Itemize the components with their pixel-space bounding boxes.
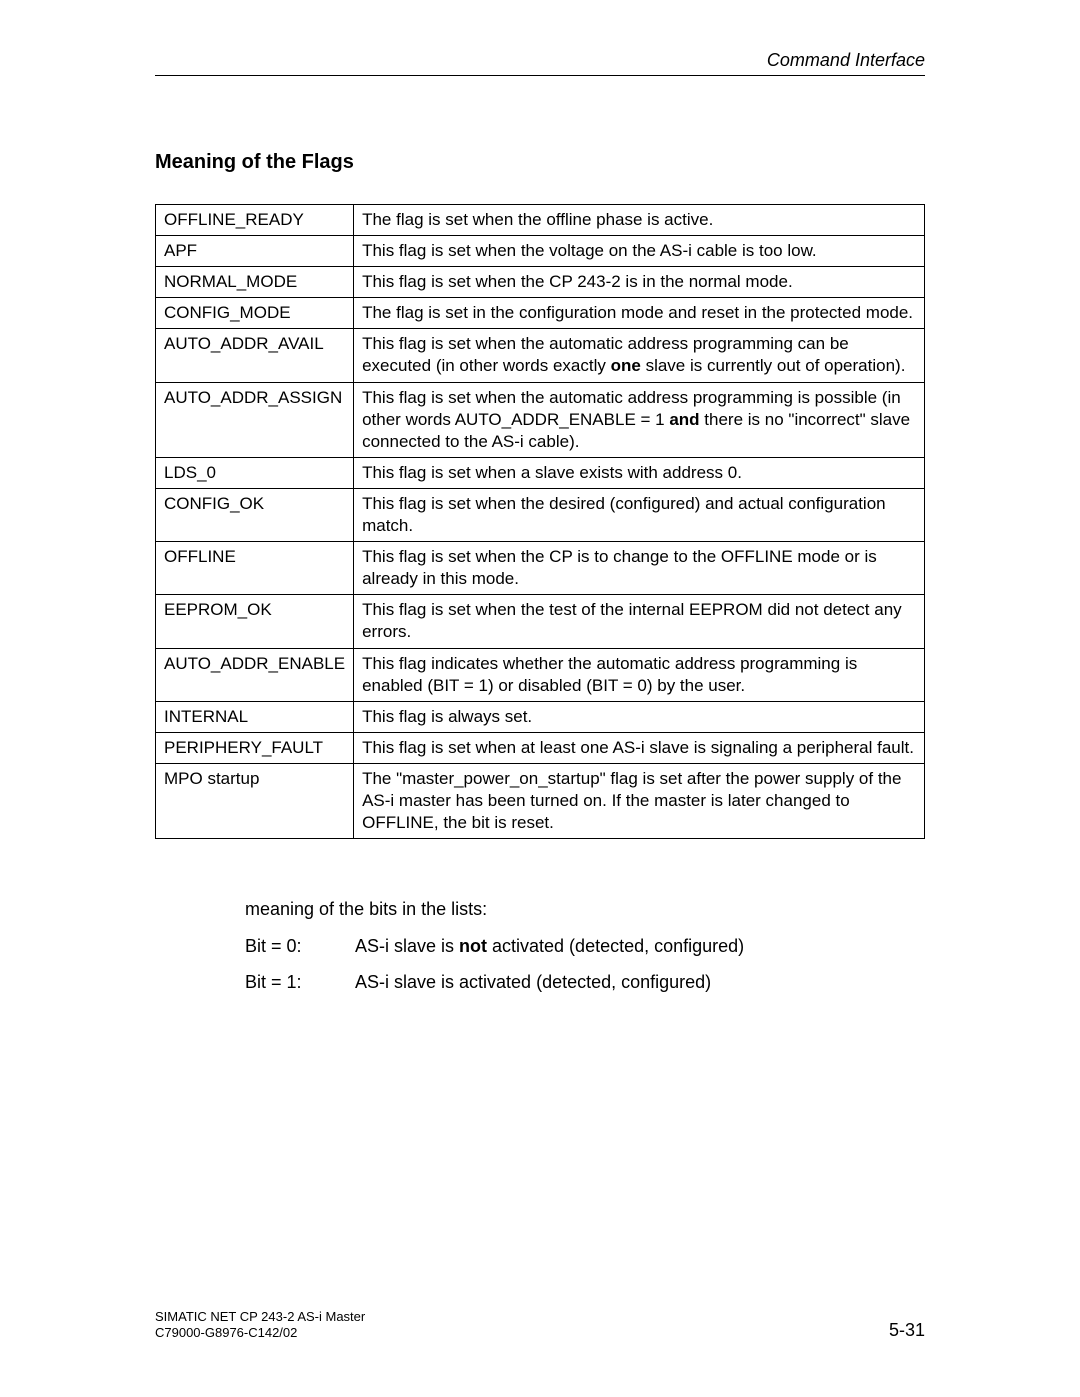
bit0-row: Bit = 0: AS-i slave is not activated (de… xyxy=(245,931,925,962)
section-title: Meaning of the Flags xyxy=(155,151,925,174)
flag-name: CONFIG_MODE xyxy=(156,298,354,329)
flag-description: This flag is set when the CP 243-2 is in… xyxy=(354,267,925,298)
flag-name: LDS_0 xyxy=(156,457,354,488)
flag-name: PERIPHERY_FAULT xyxy=(156,732,354,763)
table-row: AUTO_ADDR_ASSIGNThis flag is set when th… xyxy=(156,382,925,457)
table-row: LDS_0This flag is set when a slave exist… xyxy=(156,457,925,488)
bit1-row: Bit = 1: AS-i slave is activated (detect… xyxy=(245,967,925,998)
flag-name: OFFLINE xyxy=(156,542,354,595)
table-row: MPO startupThe "master_power_on_startup"… xyxy=(156,763,925,838)
flag-name: MPO startup xyxy=(156,763,354,838)
table-row: APFThis flag is set when the voltage on … xyxy=(156,236,925,267)
flag-description: This flag is set when the automatic addr… xyxy=(354,329,925,382)
flag-description: This flag is set when the desired (confi… xyxy=(354,488,925,541)
table-row: INTERNALThis flag is always set. xyxy=(156,701,925,732)
flag-description: The "master_power_on_startup" flag is se… xyxy=(354,763,925,838)
flag-name: CONFIG_OK xyxy=(156,488,354,541)
bit0-label: Bit = 0: xyxy=(245,931,355,962)
flag-description: This flag is always set. xyxy=(354,701,925,732)
flag-description: This flag is set when the CP is to chang… xyxy=(354,542,925,595)
flag-description: This flag is set when a slave exists wit… xyxy=(354,457,925,488)
flag-name: INTERNAL xyxy=(156,701,354,732)
flag-name: AUTO_ADDR_ENABLE xyxy=(156,648,354,701)
flag-name: EEPROM_OK xyxy=(156,595,354,648)
table-row: CONFIG_MODEThe flag is set in the config… xyxy=(156,298,925,329)
bit0-text: AS-i slave is not activated (detected, c… xyxy=(355,931,744,962)
flags-table: OFFLINE_READYThe flag is set when the of… xyxy=(155,204,925,839)
bits-intro: meaning of the bits in the lists: xyxy=(245,894,925,925)
flag-description: The flag is set in the configuration mod… xyxy=(354,298,925,329)
table-row: PERIPHERY_FAULTThis flag is set when at … xyxy=(156,732,925,763)
flag-description: The flag is set when the offline phase i… xyxy=(354,205,925,236)
flag-description: This flag indicates whether the automati… xyxy=(354,648,925,701)
footer-line2: C79000-G8976-C142/02 xyxy=(155,1325,365,1341)
table-row: AUTO_ADDR_AVAILThis flag is set when the… xyxy=(156,329,925,382)
flag-name: OFFLINE_READY xyxy=(156,205,354,236)
footer-line1: SIMATIC NET CP 243-2 AS-i Master xyxy=(155,1309,365,1325)
table-row: NORMAL_MODEThis flag is set when the CP … xyxy=(156,267,925,298)
flag-description: This flag is set when the voltage on the… xyxy=(354,236,925,267)
table-row: OFFLINE_READYThe flag is set when the of… xyxy=(156,205,925,236)
table-row: OFFLINEThis flag is set when the CP is t… xyxy=(156,542,925,595)
bit1-label: Bit = 1: xyxy=(245,967,355,998)
flag-name: APF xyxy=(156,236,354,267)
flag-name: NORMAL_MODE xyxy=(156,267,354,298)
flag-description: This flag is set when the automatic addr… xyxy=(354,382,925,457)
bit1-text: AS-i slave is activated (detected, confi… xyxy=(355,967,711,998)
table-row: AUTO_ADDR_ENABLEThis flag indicates whet… xyxy=(156,648,925,701)
table-row: CONFIG_OKThis flag is set when the desir… xyxy=(156,488,925,541)
flag-description: This flag is set when the test of the in… xyxy=(354,595,925,648)
page-number: 5-31 xyxy=(889,1320,925,1341)
header-title: Command Interface xyxy=(155,50,925,76)
flag-name: AUTO_ADDR_AVAIL xyxy=(156,329,354,382)
bits-explanation: meaning of the bits in the lists: Bit = … xyxy=(245,894,925,998)
page-footer: SIMATIC NET CP 243-2 AS-i Master C79000-… xyxy=(155,1309,925,1342)
flag-name: AUTO_ADDR_ASSIGN xyxy=(156,382,354,457)
flag-description: This flag is set when at least one AS-i … xyxy=(354,732,925,763)
table-row: EEPROM_OKThis flag is set when the test … xyxy=(156,595,925,648)
